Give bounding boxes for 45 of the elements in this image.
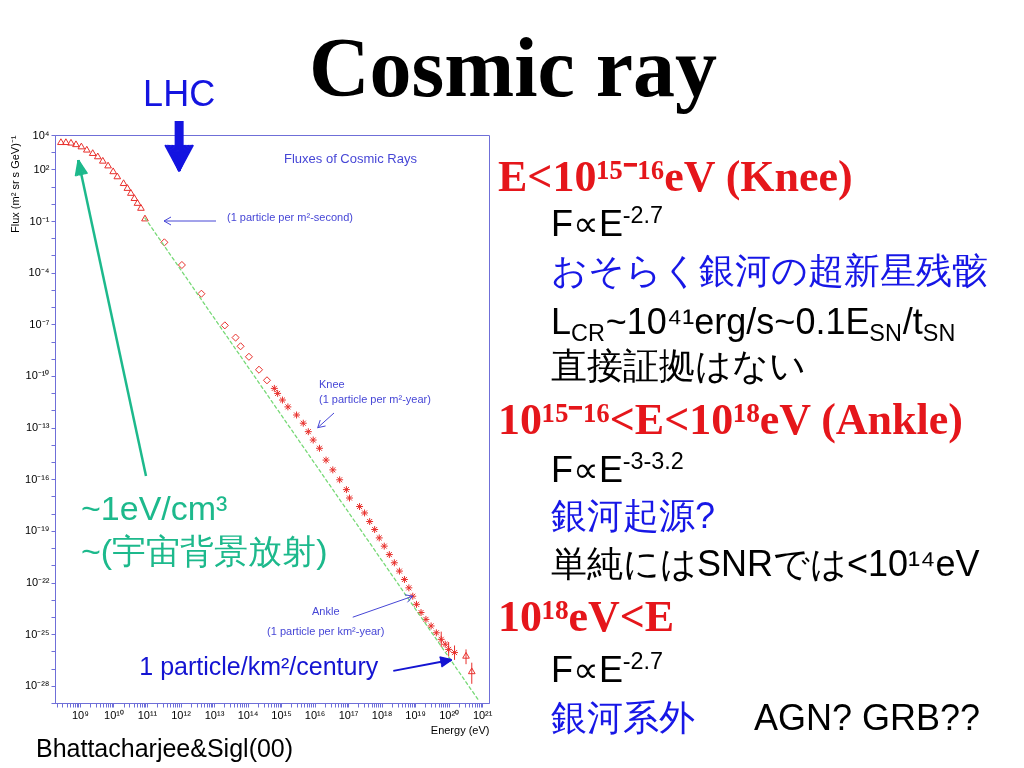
annotation: (1 particle per m²-second): [227, 211, 353, 223]
x-tick-label: 10¹⁴: [237, 708, 259, 721]
annotation: LHC: [143, 73, 216, 114]
text: 直接証拠はない: [551, 345, 806, 386]
y-tick-label: 10²: [33, 162, 50, 175]
x-tick-label: 10¹⁰: [104, 708, 124, 721]
y-tick-label: 10⁻¹³: [25, 421, 50, 434]
y-tick-label: 10⁴: [32, 128, 50, 141]
annotation: 1 particle/km²/century: [139, 651, 379, 680]
x-tick-label: 10¹⁹: [405, 708, 426, 721]
y-tick-label: 10⁻⁴: [28, 266, 50, 279]
x-tick-label: 10¹²: [171, 708, 192, 721]
x-tick-label: 10²¹: [472, 708, 493, 721]
text: 銀河系外: [551, 697, 695, 738]
x-tick-label: 10¹⁸: [371, 708, 393, 721]
text: 銀河起源?: [551, 495, 716, 536]
text: おそらく銀河の超新星残骸: [551, 250, 988, 291]
y-tick-label: 10⁻²⁵: [25, 627, 50, 640]
text: 10¹⁵⁻¹⁶<E<10¹⁸eV (Ankle): [498, 395, 963, 444]
y-tick-label: 10⁻⁷: [29, 317, 50, 330]
x-tick-label: 10¹⁵: [271, 708, 292, 721]
x-tick-label: 10¹³: [204, 708, 225, 721]
y-tick-label: 10⁻¹⁹: [24, 524, 50, 537]
x-tick-label: 10¹¹: [137, 708, 158, 721]
y-tick-label: 10⁻²⁸: [24, 679, 50, 692]
annotation: Knee (1 particle per m²-year): [319, 378, 431, 405]
x-tick-label: 10¹⁷: [338, 708, 359, 721]
x-tick-label: 10²⁰: [439, 708, 460, 721]
chart-title: Cosmic ray: [308, 21, 718, 114]
x-tick-label: 10⁹: [71, 708, 89, 721]
y-axis-title: Flux (m² sr s GeV)⁻¹: [8, 135, 21, 233]
text: E<10¹⁵⁻¹⁶eV (Knee): [498, 152, 853, 201]
text: Bhattacharjee&Sigl(00): [36, 734, 294, 762]
y-tick-label: 10⁻²²: [25, 576, 50, 589]
annotation: ~1eV/cm³ ~(宇宙背景放射): [81, 489, 328, 570]
annotation: Fluxes of Cosmic Rays: [284, 151, 418, 166]
text: 10¹⁸eV<E: [498, 592, 675, 641]
y-tick-label: 10⁻¹⁰: [25, 369, 50, 382]
x-tick-label: 10¹⁶: [304, 708, 326, 721]
y-tick-label: 10⁻¹⁶: [25, 472, 50, 485]
annotation: Ankle (1 particle per km²-year): [267, 605, 385, 638]
y-tick-label: 10⁻¹: [29, 214, 50, 227]
text: AGN? GRB??: [754, 697, 981, 738]
text: 単純にはSNRでは<10¹⁴eV: [551, 543, 980, 584]
x-axis-title: Energy (eV): [430, 723, 490, 736]
